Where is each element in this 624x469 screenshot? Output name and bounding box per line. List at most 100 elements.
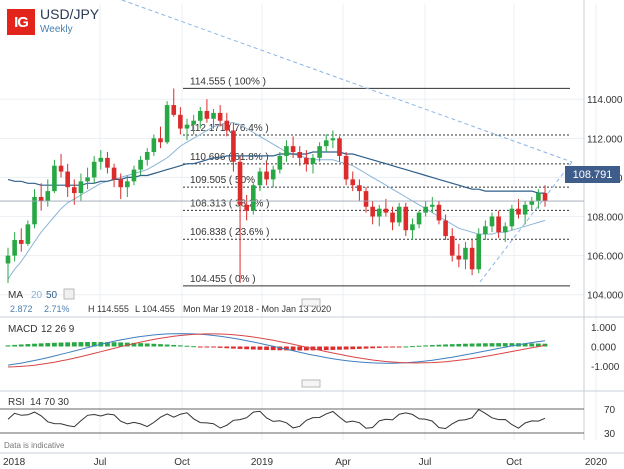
macd-histogram-bar	[376, 346, 382, 348]
macd-histogram-bar	[476, 343, 482, 347]
macd-histogram-bar	[449, 344, 455, 347]
ma50-line	[7, 151, 545, 194]
macd-histogram-bar	[489, 343, 495, 347]
macd-histogram-bar	[32, 343, 37, 347]
macd-params: 12 26 9	[41, 324, 75, 335]
candle-body	[456, 255, 462, 260]
candle-body	[45, 191, 51, 201]
candle-body	[330, 138, 336, 141]
macd-histogram-bar	[277, 346, 283, 351]
macd-histogram-bar	[337, 346, 342, 350]
candle-body	[118, 179, 124, 188]
last-price-badge: 108.791	[565, 166, 620, 183]
candle-body	[204, 110, 210, 119]
candle-body	[58, 165, 64, 172]
macd-histogram-bar	[396, 346, 402, 348]
candle-body	[337, 138, 342, 156]
macd-histogram-bar	[197, 346, 203, 348]
macd-histogram-bar	[496, 343, 502, 347]
candle-body	[237, 161, 243, 205]
macd-histogram-bar	[124, 342, 130, 347]
candle-body	[516, 208, 521, 215]
candle-body	[98, 157, 104, 162]
macd-histogram-bar	[85, 342, 90, 347]
candle-body	[184, 124, 190, 129]
candle-body	[164, 105, 170, 143]
candle-body	[509, 208, 515, 227]
macd-histogram-bar	[522, 343, 528, 347]
candle-body	[469, 247, 475, 270]
candle-body	[65, 171, 70, 188]
macd-histogram-bar	[25, 344, 31, 347]
macd-histogram-bar	[71, 342, 77, 347]
macd-histogram-bar	[456, 343, 462, 347]
price-tick-label: 106.000	[587, 252, 624, 263]
candle-body	[85, 177, 90, 182]
candle-body	[224, 120, 230, 131]
macd-histogram-bar	[144, 343, 150, 347]
candle-body	[310, 157, 316, 164]
candle-body	[270, 169, 276, 180]
macd-histogram-bar	[177, 345, 183, 347]
macd-histogram-bar	[231, 346, 236, 349]
macd-histogram-bar	[502, 343, 508, 347]
ascending-trendline	[479, 161, 573, 283]
macd-histogram-bar	[191, 346, 197, 348]
time-tick-label: Oct	[506, 457, 522, 468]
candle-body	[443, 220, 448, 237]
candle-body	[138, 159, 143, 170]
macd-histogram	[5, 342, 548, 351]
macd-histogram-bar	[270, 346, 276, 351]
candle-body	[343, 155, 349, 180]
macd-histogram-bar	[323, 346, 329, 351]
candle-body	[12, 239, 17, 256]
candle-body	[449, 236, 455, 256]
time-tick-label: 2020	[585, 457, 608, 468]
candle-body	[284, 146, 289, 156]
candle-body	[191, 120, 196, 125]
candle-body	[264, 171, 269, 180]
candle-body	[304, 157, 309, 164]
time-tick-label: 2019	[251, 457, 274, 468]
ma20-line	[7, 122, 546, 280]
macd-histogram-bar	[343, 346, 349, 350]
macd-histogram-bar	[52, 342, 57, 347]
fibonacci-level-label: 112.171 ( 76.4% )	[190, 123, 269, 134]
candle-body	[522, 204, 528, 215]
macd-histogram-bar	[45, 343, 51, 347]
candle-body	[370, 206, 375, 217]
candle-body	[357, 185, 362, 192]
rsi-tick-label: 70	[604, 405, 616, 416]
macd-histogram-bar	[303, 346, 309, 351]
time-tick-label: Apr	[335, 457, 351, 468]
macd-histogram-bar	[436, 344, 442, 347]
macd-histogram-bar	[105, 342, 110, 347]
candle-body	[317, 146, 322, 158]
macd-histogram-bar	[356, 346, 362, 349]
candle-body	[436, 204, 442, 221]
macd-histogram-bar	[65, 342, 71, 347]
candles-group	[5, 88, 548, 283]
macd-histogram-bar	[164, 344, 170, 347]
candle-body	[72, 187, 77, 194]
macd-histogram-bar	[350, 346, 356, 350]
candle-body	[52, 165, 57, 192]
candle-body	[376, 208, 382, 217]
macd-histogram-bar	[204, 346, 210, 348]
descending-trendline	[121, 0, 573, 163]
candle-body	[297, 152, 303, 158]
macd-histogram-bar	[237, 346, 243, 349]
candle-body	[416, 212, 422, 225]
macd-histogram-bar	[131, 342, 137, 347]
candle-body	[410, 224, 415, 231]
panel-resize-handle	[301, 298, 321, 307]
timeframe-label[interactable]: Weekly	[40, 24, 73, 35]
macd-histogram-bar	[58, 342, 64, 347]
candle-body	[111, 167, 117, 180]
macd-histogram-bar	[482, 343, 488, 347]
ma-settings-toggle	[63, 288, 75, 300]
ma20-value: 2.872	[10, 304, 33, 314]
price-tick-label: 108.000	[587, 213, 624, 224]
ma-period-20: 20	[31, 290, 43, 301]
signal-line	[7, 333, 546, 368]
